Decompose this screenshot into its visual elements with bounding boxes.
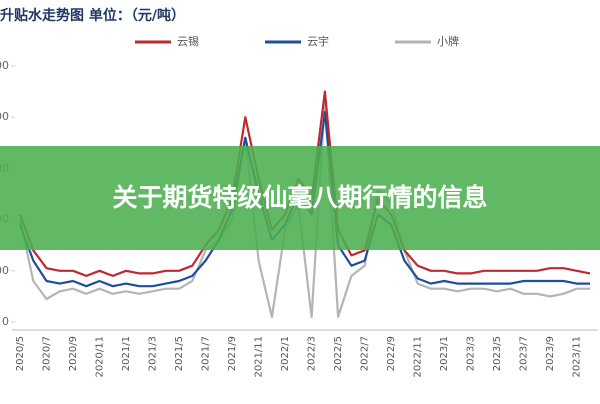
x-tick-label: 2020/5 <box>15 336 26 371</box>
y-tick-label: 5000 <box>0 59 9 72</box>
chart-title: 升贴水走势图 单位：（元/吨） <box>0 7 185 24</box>
x-tick-label: 2022/3 <box>307 336 318 371</box>
x-tick-label: 2022/5 <box>333 336 344 371</box>
y-tick-label: 1000 <box>0 264 9 277</box>
x-tick-label: 2021/3 <box>148 336 159 371</box>
x-tick-label: 2021/1 <box>121 336 132 371</box>
y-tick-label: 0 <box>2 315 9 328</box>
x-tick-label: 2022/1 <box>280 336 291 371</box>
x-tick-label: 2023/1 <box>439 336 450 371</box>
x-tick-label: 2020/7 <box>42 336 53 371</box>
x-tick-label: 2021/7 <box>201 336 212 371</box>
x-tick-label: 2020/11 <box>95 336 106 378</box>
x-tick-label: 2023/5 <box>492 336 503 371</box>
x-tick-label: 2023/7 <box>519 336 530 371</box>
x-tick-label: 2023/9 <box>545 336 556 371</box>
x-tick-label: 2020/9 <box>68 336 79 371</box>
banner: 关于期货特级仙毫八期行情的信息 <box>0 146 600 250</box>
x-tick-label: 2021/5 <box>174 336 185 371</box>
legend-label: 小牌 <box>437 34 459 48</box>
x-tick-label: 2021/9 <box>227 336 238 371</box>
series-line <box>18 100 590 318</box>
y-tick-label: 4000 <box>0 110 9 123</box>
x-tick-label: 2021/11 <box>254 336 265 378</box>
x-tick-label: 2022/11 <box>413 336 424 378</box>
legend-label: 云宇 <box>307 35 329 48</box>
x-tick-label: 2023/11 <box>572 336 583 378</box>
x-tick-label: 2022/9 <box>386 336 397 371</box>
x-tick-label: 2022/7 <box>360 336 371 371</box>
legend-label: 云锡 <box>177 34 199 48</box>
banner-text: 关于期货特级仙毫八期行情的信息 <box>112 183 488 212</box>
x-tick-label: 2023/3 <box>466 336 477 371</box>
